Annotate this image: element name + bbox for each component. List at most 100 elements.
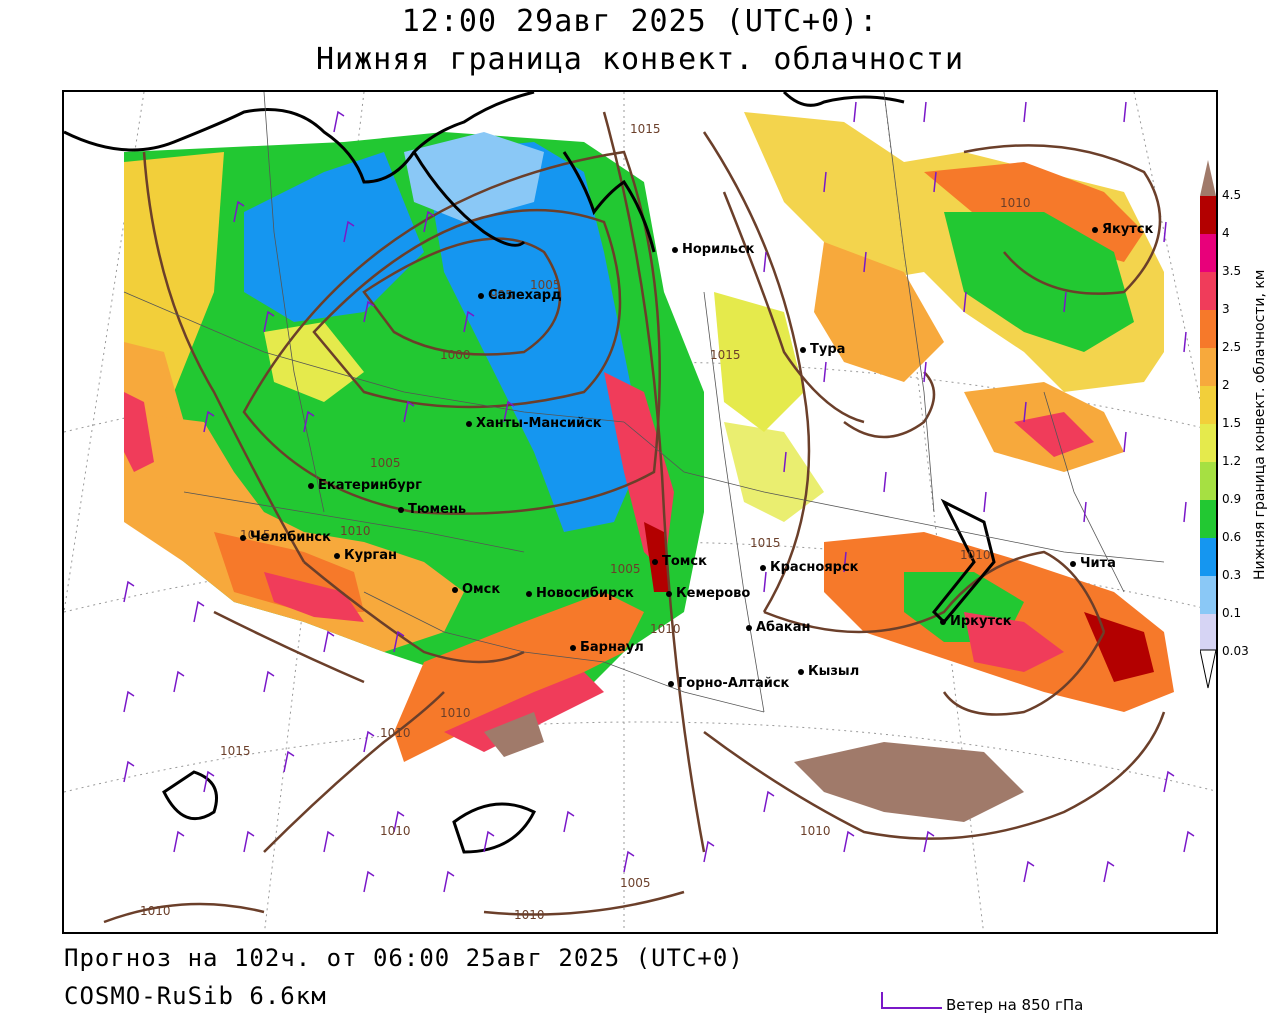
city-marker: Норильск: [672, 242, 755, 257]
legend-tick-label: 4: [1222, 226, 1230, 240]
city-dot-icon: [398, 506, 404, 513]
legend-tick-label: 0.6: [1222, 530, 1242, 544]
legend-swatch: [1200, 348, 1216, 386]
isobar-label: 1010: [440, 706, 471, 720]
wind-barb-legend-icon: [881, 992, 942, 1009]
city-label: Норильск: [682, 242, 755, 257]
map-canvas: [64, 92, 1216, 932]
city-label: Кемерово: [676, 586, 751, 601]
map-title: 12:00 29авг 2025 (UTC+0):: [401, 4, 879, 39]
city-marker: Новосибирск: [526, 586, 634, 601]
legend-swatch: [1200, 234, 1216, 272]
city-label: Салехард: [488, 288, 562, 303]
forecast-map: 1015 1010 1005 1000 995 1010 1015 1015 1…: [62, 90, 1218, 934]
legend-swatch: [1200, 614, 1216, 652]
city-marker: Тура: [800, 342, 845, 357]
legend-tick-label: 0.1: [1222, 606, 1242, 620]
forecast-info: Прогноз на 102ч. от 06:00 25авг 2025 (UT…: [64, 944, 744, 972]
city-label: Тюмень: [408, 502, 467, 517]
city-marker: Томск: [652, 554, 707, 569]
city-label: Курган: [344, 548, 397, 563]
city-label: Екатеринбург: [318, 478, 422, 493]
legend-swatch: [1200, 424, 1216, 462]
city-marker: Красноярск: [760, 560, 859, 575]
city-label: Томск: [662, 554, 707, 569]
city-dot-icon: [240, 534, 246, 541]
isobar-label: 1010: [380, 726, 411, 740]
isobar-label: 1010: [380, 824, 411, 838]
isobars: [103, 111, 1166, 924]
isobar-label: 1005: [530, 278, 561, 292]
city-dot-icon: [760, 564, 766, 571]
legend-tick-label: 0.3: [1222, 568, 1242, 582]
city-marker: Якутск: [1092, 222, 1153, 237]
legend-color-bar: [1200, 160, 1216, 689]
city-dot-icon: [746, 624, 752, 631]
city-label: Абакан: [756, 620, 811, 635]
city-marker: Тюмень: [398, 502, 466, 517]
city-dot-icon: [526, 590, 532, 597]
city-dot-icon: [308, 482, 314, 489]
isobar-label: 1010: [140, 904, 171, 918]
isobar-label: 1015: [220, 744, 251, 758]
city-dot-icon: [652, 558, 658, 565]
legend-tick-label: 4.5: [1222, 188, 1242, 202]
isobar-label: 1015: [750, 536, 781, 550]
isobar-label: 1010: [514, 908, 545, 922]
city-label: Иркутск: [950, 614, 1012, 629]
isobar-label: 1015: [630, 122, 661, 136]
model-name: COSMO-RuSib 6.6км: [64, 982, 327, 1010]
city-dot-icon: [1092, 226, 1098, 233]
city-label: Барнаул: [580, 640, 644, 655]
legend-tick-label: 2: [1222, 378, 1230, 392]
legend-tick-label: 3.5: [1222, 264, 1242, 278]
legend-swatch: [1200, 462, 1216, 500]
city-dot-icon: [798, 668, 804, 675]
city-label: Горно-Алтайск: [678, 676, 790, 691]
city-label: Омск: [462, 582, 501, 597]
legend-swatch: [1200, 576, 1216, 614]
wind-barbs: [123, 101, 1195, 893]
isobar-label: 1000: [440, 348, 471, 362]
legend-title: Нижняя граница конвект. облачности, км: [1252, 269, 1268, 580]
city-dot-icon: [452, 586, 458, 593]
city-marker: Салехард: [478, 288, 562, 303]
city-marker: Абакан: [746, 620, 811, 635]
city-dot-icon: [800, 346, 806, 353]
legend-tick-label: 3: [1222, 302, 1230, 316]
city-label: Кызыл: [808, 664, 860, 679]
city-label: Якутск: [1102, 222, 1154, 237]
city-marker: Кызыл: [798, 664, 859, 679]
city-marker: Кемерово: [666, 586, 750, 601]
city-dot-icon: [478, 292, 484, 299]
city-label: Красноярск: [770, 560, 859, 575]
legend-swatches: [1200, 196, 1216, 652]
city-marker: Ханты-Мансийск: [466, 416, 602, 431]
legend-swatch: [1200, 538, 1216, 576]
isobar-label: 1015: [710, 348, 741, 362]
city-marker: Барнаул: [570, 640, 644, 655]
legend-swatch: [1200, 500, 1216, 538]
city-dot-icon: [940, 618, 946, 625]
city-dot-icon: [666, 590, 672, 597]
legend-tick-label: 1.2: [1222, 454, 1242, 468]
isobar-label: 995: [490, 288, 513, 302]
isobar-label: 1010: [340, 524, 371, 538]
admin-borders: [123, 92, 1165, 713]
isobar-label: 1010: [650, 622, 681, 636]
city-marker: Горно-Алтайск: [668, 676, 789, 691]
city-dot-icon: [672, 246, 678, 253]
city-marker: Чита: [1070, 556, 1116, 571]
legend-tick-label: 1.5: [1222, 416, 1242, 430]
legend-swatch: [1200, 310, 1216, 348]
city-label: Чита: [1080, 556, 1116, 571]
city-dot-icon: [1070, 560, 1076, 567]
isobar-label: 1010: [960, 548, 991, 562]
city-label: Ханты-Мансийск: [476, 416, 602, 431]
isobar-label: 1005: [370, 456, 401, 470]
legend-swatch: [1200, 386, 1216, 424]
city-dot-icon: [334, 552, 340, 559]
isobar-label: 1010: [1000, 196, 1031, 210]
legend-top-arrow: [1200, 160, 1216, 196]
legend-bottom-arrow: [1200, 649, 1216, 689]
